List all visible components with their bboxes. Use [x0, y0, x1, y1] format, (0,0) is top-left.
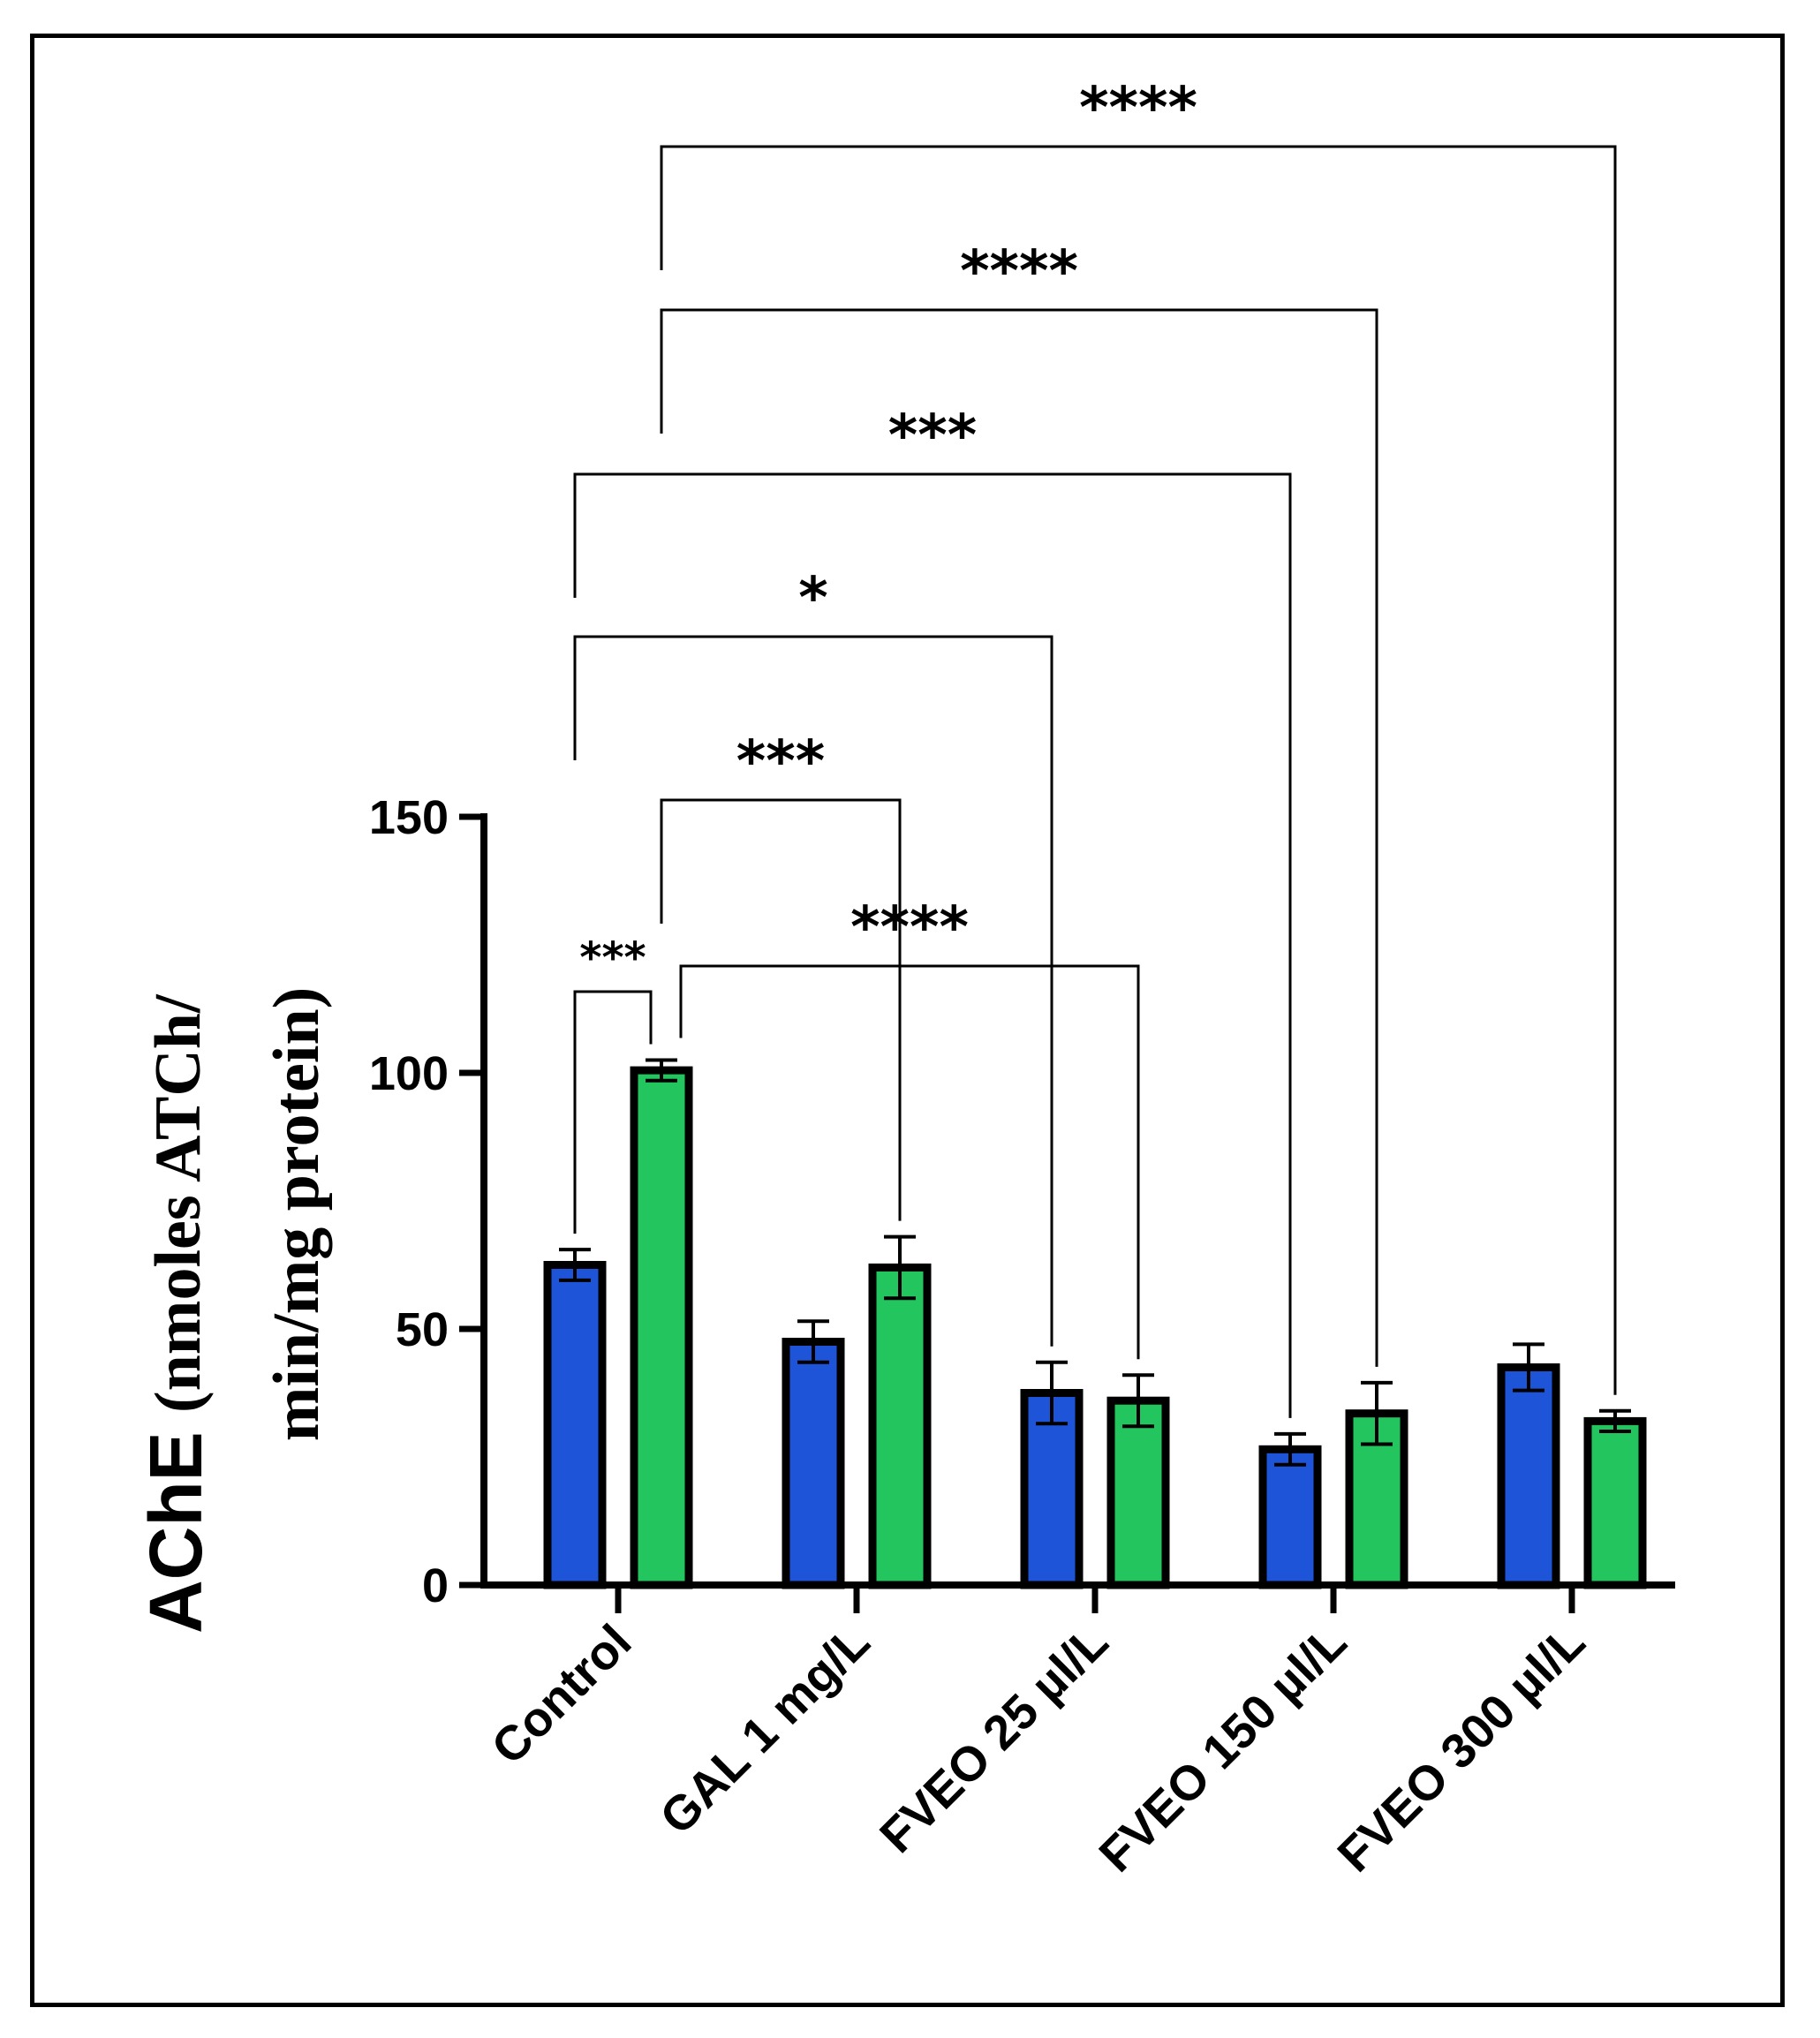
error-bar-series-green-2 [1122, 1373, 1154, 1429]
x-tick-label-1: GAL 1 mg/L [649, 1614, 880, 1845]
y-axis-label-line-2: (nmoles ATCh/ [142, 993, 215, 1413]
bar-series-green-2 [1106, 1396, 1170, 1589]
bar-series-green-1 [868, 1263, 932, 1589]
y-axis-label-line-1: AChE [134, 1431, 217, 1634]
figure-frame [30, 34, 1785, 2007]
y-tick-label-150: 150 [369, 791, 449, 844]
y-axis-label-line-3: min/mg protein) [261, 987, 333, 1442]
error-bar-series-green-4 [1599, 1408, 1631, 1433]
comparison-bracket-2 [660, 798, 902, 1221]
bar-series-blue-3 [1258, 1445, 1322, 1589]
comparison-bracket-5 [660, 308, 1378, 1367]
error-bar-series-blue-1 [797, 1319, 829, 1364]
x-tick-label-0: Control [480, 1614, 641, 1775]
error-bar-series-blue-4 [1513, 1342, 1544, 1393]
bar-series-blue-0 [543, 1261, 607, 1589]
significance-label-6: **** [1079, 76, 1197, 141]
y-tick-label-50: 50 [396, 1303, 449, 1356]
significance-label-0: *** [579, 933, 646, 983]
y-tick-label-100: 100 [369, 1047, 449, 1100]
y-tick-label-0: 0 [422, 1559, 449, 1612]
error-bar-series-green-1 [884, 1234, 916, 1301]
error-bar-series-blue-0 [559, 1248, 591, 1282]
x-tick-label-2: FVEO 25 µl/L [869, 1614, 1118, 1863]
significance-label-4: *** [888, 404, 977, 469]
comparison-bracket-6 [660, 145, 1617, 1395]
bar-series-green-0 [630, 1066, 693, 1589]
x-tick-label-4: FVEO 300 µl/L [1326, 1614, 1595, 1883]
bar-series-blue-4 [1497, 1363, 1560, 1589]
error-bar-series-green-3 [1361, 1380, 1393, 1446]
bar-series-green-4 [1583, 1416, 1647, 1589]
comparison-bracket-4 [573, 472, 1292, 1418]
significance-label-3: * [798, 566, 827, 631]
bar-series-blue-1 [782, 1338, 845, 1589]
error-bar-series-blue-3 [1274, 1431, 1306, 1467]
significance-label-5: **** [960, 239, 1078, 305]
comparison-bracket-3 [573, 635, 1053, 1347]
y-axis-label: AChE (nmoles ATCh/ min/mg protein) [134, 987, 333, 1634]
error-bar-series-blue-2 [1036, 1360, 1068, 1426]
significance-label-1: **** [850, 895, 969, 961]
comparison-bracket-0 [573, 990, 653, 1234]
x-tick-label-3: FVEO 150 µl/L [1088, 1614, 1356, 1883]
comparison-bracket-1 [679, 964, 1140, 1360]
significance-label-2: *** [736, 729, 825, 795]
error-bar-series-green-0 [646, 1058, 677, 1083]
